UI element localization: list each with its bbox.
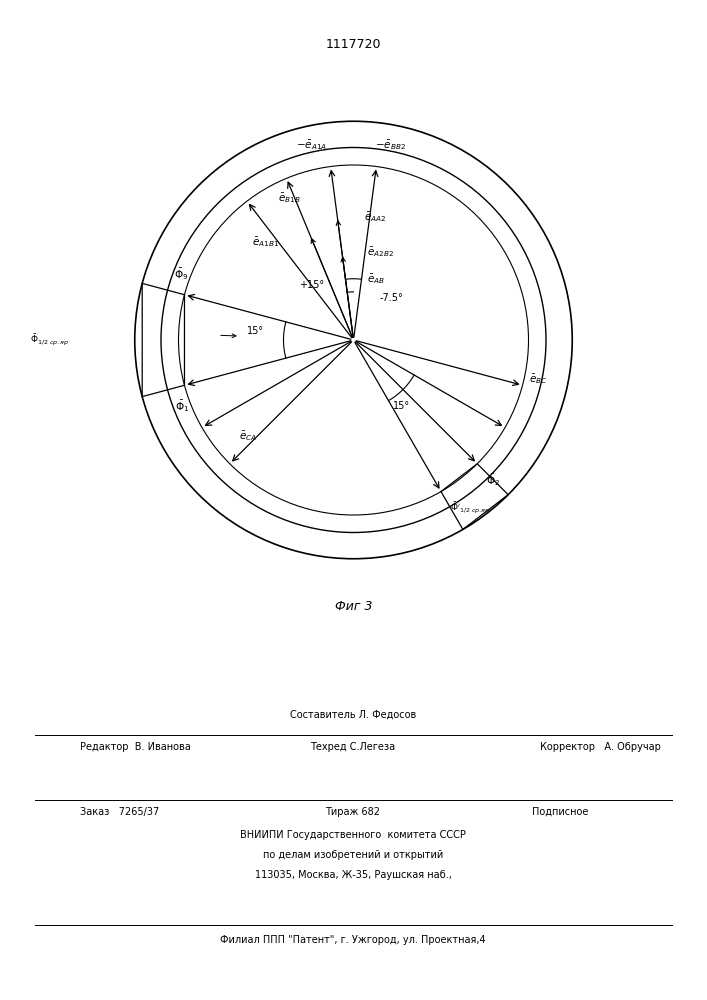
Text: $\bar{\Phi}_{1/2\ cp.яр}$: $\bar{\Phi}_{1/2\ cp.яр}$ [30,333,69,347]
Text: Редактор  В. Иванова: Редактор В. Иванова [80,742,191,752]
Text: Составитель Л. Федосов: Составитель Л. Федосов [290,710,416,720]
Text: $\bar{e}_{BC}$: $\bar{e}_{BC}$ [529,372,548,386]
Text: Фиг 3: Фиг 3 [334,600,373,613]
Text: Филиал ППП "Патент", г. Ужгород, ул. Проектная,4: Филиал ППП "Патент", г. Ужгород, ул. Про… [220,935,486,945]
Text: 15°: 15° [393,401,410,411]
Text: $\bar{\Phi}_1$: $\bar{\Phi}_1$ [175,398,189,414]
Text: -7.5°: -7.5° [380,293,404,303]
Text: +15°: +15° [299,280,325,290]
Text: 15°: 15° [247,326,264,336]
Text: Подписное: Подписное [532,807,588,817]
Text: $-\bar{e}_{BB2}$: $-\bar{e}_{BB2}$ [375,138,407,152]
Text: $\bar{e}_{B1B}$: $\bar{e}_{B1B}$ [279,191,301,205]
Text: Заказ   7265/37: Заказ 7265/37 [80,807,159,817]
Text: Техред С.Легеза: Техред С.Легеза [310,742,395,752]
Text: $\bar{\Phi}_9$: $\bar{\Phi}_9$ [175,266,189,282]
Text: 1117720: 1117720 [326,38,381,51]
Text: по делам изобретений и открытий: по делам изобретений и открытий [263,850,443,860]
Text: Корректор   А. Обручар: Корректор А. Обручар [539,742,660,752]
Text: Тираж 682: Тираж 682 [325,807,380,817]
Text: $\bar{\Phi}'_{1/2\ cp.\!яр.}$: $\bar{\Phi}'_{1/2\ cp.\!яр.}$ [450,500,492,515]
Text: ВНИИПИ Государственного  комитета СССР: ВНИИПИ Государственного комитета СССР [240,830,466,840]
Text: $\bar{e}_{A1B1}$: $\bar{e}_{A1B1}$ [252,235,279,249]
Text: $\bar{e}_{CA}$: $\bar{e}_{CA}$ [239,429,257,443]
Text: $\bar{e}_{AB}$: $\bar{e}_{AB}$ [367,272,385,286]
Text: $\bar{e}_{AA2}$: $\bar{e}_{AA2}$ [364,211,387,224]
Text: $-\bar{e}_{A1A}$: $-\bar{e}_{A1A}$ [296,138,327,152]
Text: $\bar{e}_{A2B2}$: $\bar{e}_{A2B2}$ [367,246,394,259]
Text: $\bar{\Phi}_2$: $\bar{\Phi}_2$ [486,472,500,488]
Text: 113035, Москва, Ж-35, Раушская наб.,: 113035, Москва, Ж-35, Раушская наб., [255,870,452,880]
